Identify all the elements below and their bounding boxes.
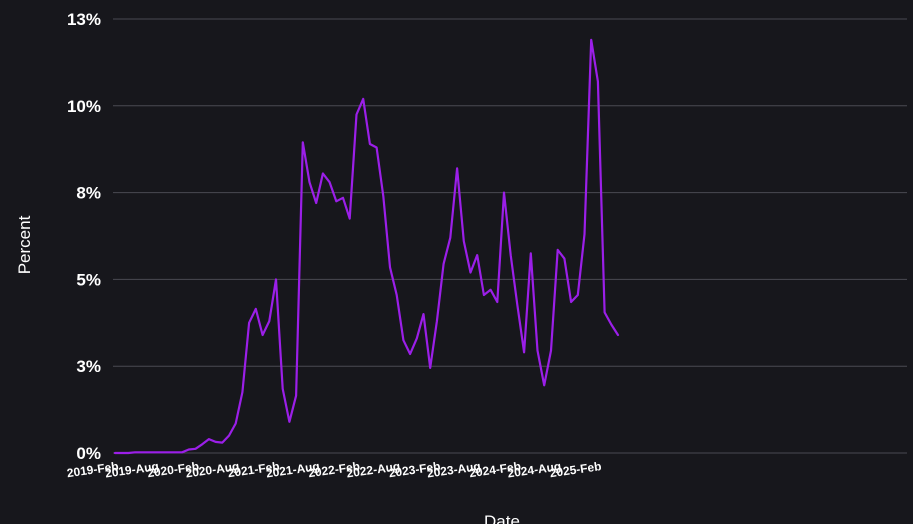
y-tick-label: 0%: [76, 444, 101, 463]
y-axis-title: Percent: [15, 215, 34, 274]
gridlines: [113, 18, 907, 454]
y-tick-label: 13%: [67, 10, 101, 29]
y-tick-labels: 0% 3% 5% 8% 10% 13%: [67, 10, 101, 463]
x-tick-labels: 2019-Feb2019-Aug2020-Feb2020-Aug2021-Feb…: [66, 459, 602, 480]
series-line: [113, 38, 620, 455]
y-tick-label: 3%: [76, 357, 101, 376]
y-tick-label: 5%: [76, 270, 101, 289]
y-tick-label: 10%: [67, 97, 101, 116]
series-lines: [113, 38, 620, 455]
x-axis-title: Date: [484, 512, 520, 524]
y-tick-label: 8%: [76, 184, 101, 203]
